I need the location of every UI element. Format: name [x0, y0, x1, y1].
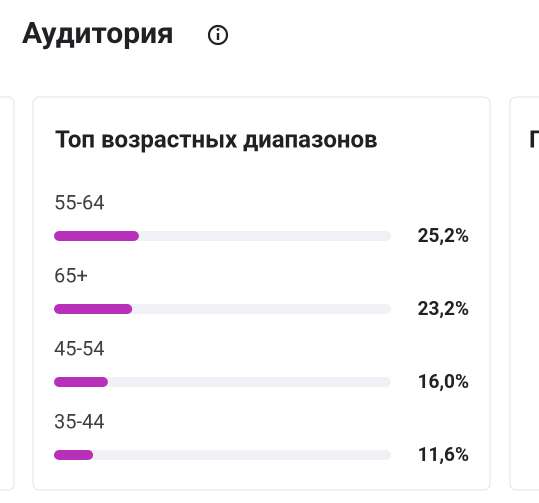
card [32, 96, 491, 491]
value-label: 23,2% [418, 297, 469, 320]
bar [54, 450, 94, 460]
right-card [509, 96, 539, 491]
bar [54, 231, 139, 241]
bar [54, 377, 108, 387]
bar-track [54, 304, 391, 314]
bar-track [54, 450, 391, 460]
bar [54, 304, 133, 314]
left-card [0, 96, 15, 491]
card-title: Топ возрастных диапазонов [55, 125, 378, 153]
category-label: 45-54 [54, 336, 105, 360]
value-label: 11,6% [418, 443, 469, 466]
value-label: 16,0% [418, 370, 469, 393]
section-title: Аудитория [22, 16, 174, 51]
category-label: 55-64 [54, 190, 105, 214]
side-card-title: П [529, 125, 539, 153]
category-label: 35-44 [54, 409, 105, 433]
info-icon[interactable] [207, 24, 229, 46]
value-label: 25,2% [418, 224, 469, 247]
bar-track [54, 377, 391, 387]
category-label: 65+ [54, 263, 88, 287]
